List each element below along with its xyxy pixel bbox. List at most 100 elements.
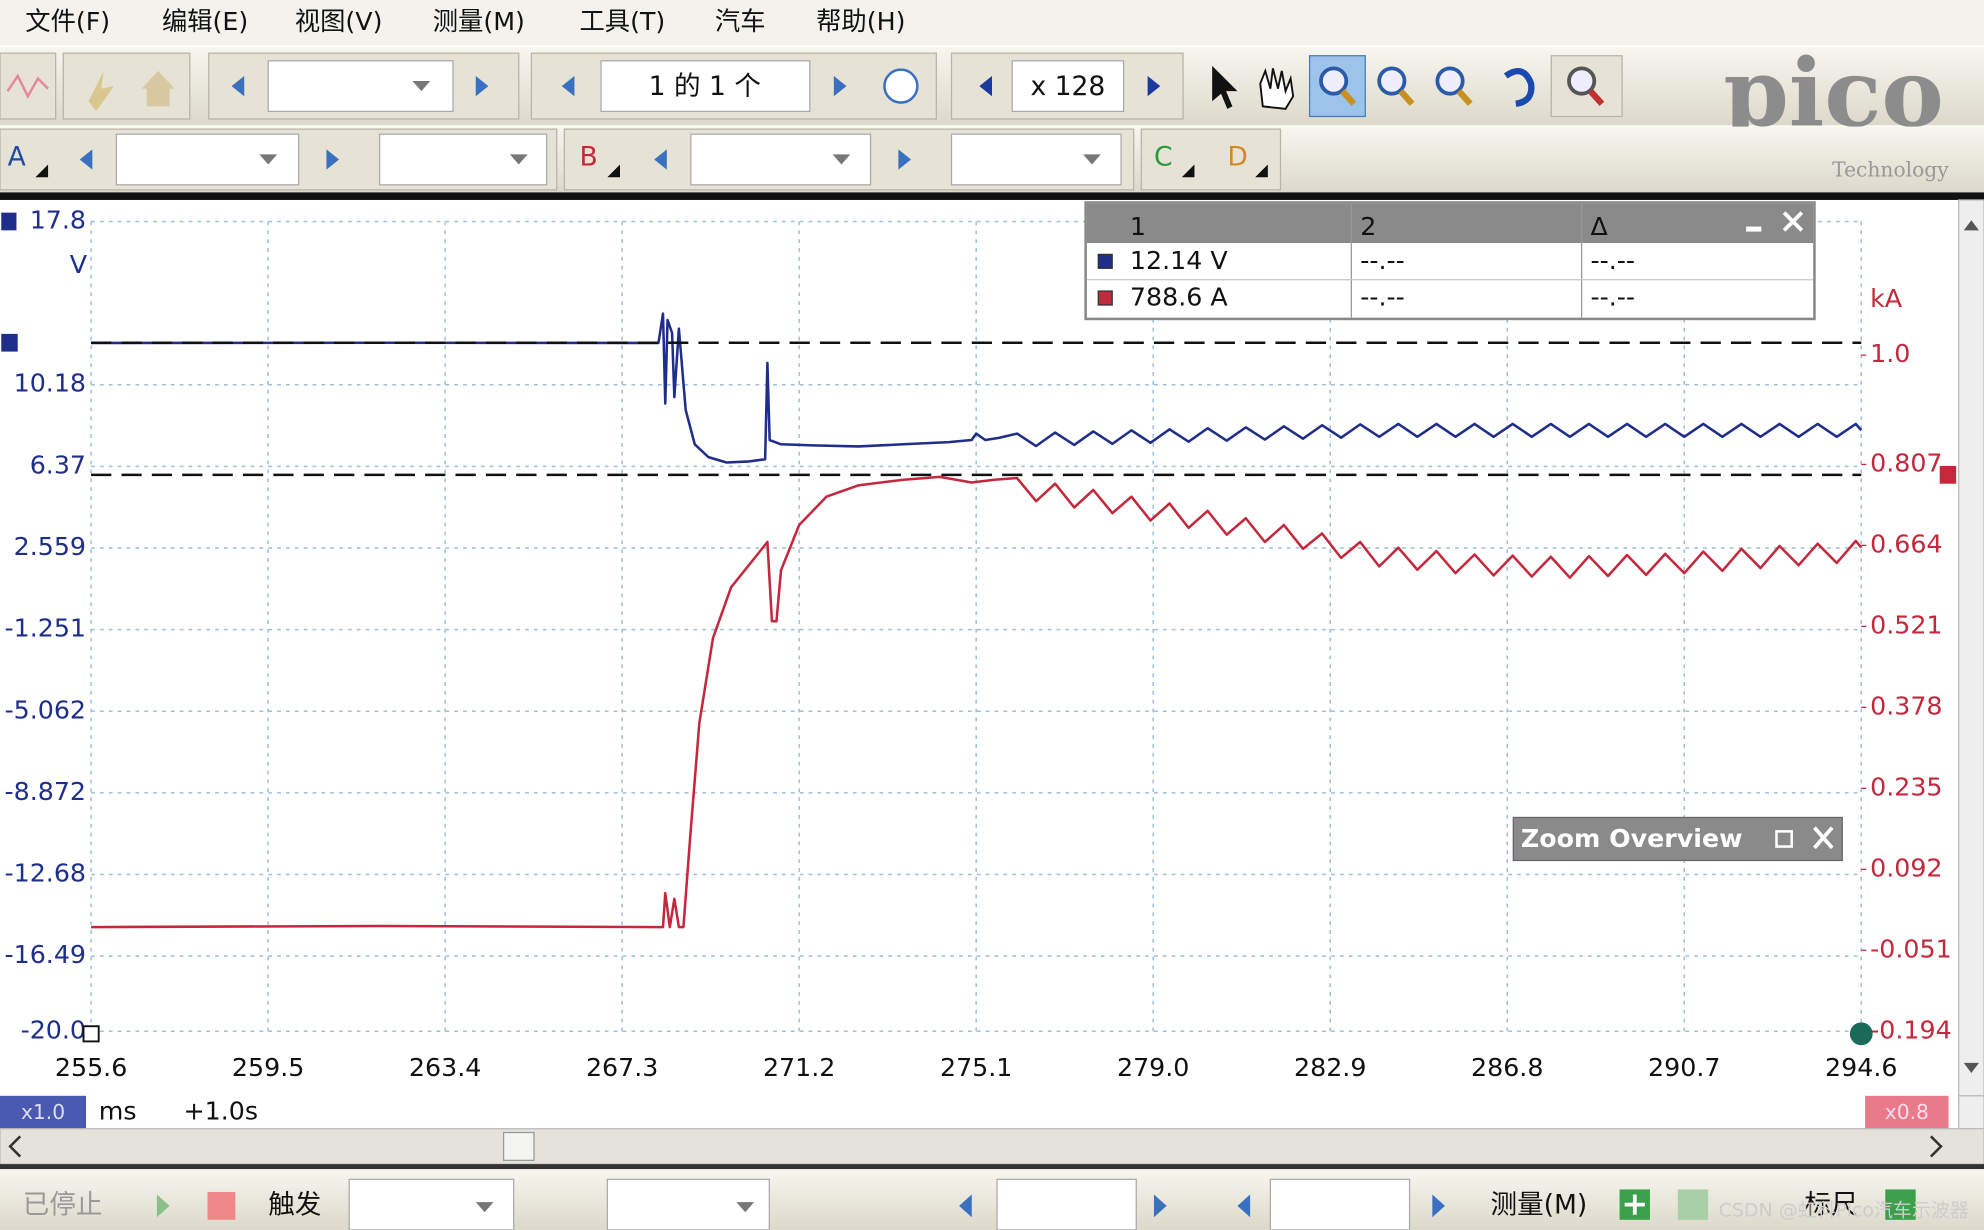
x-tick-label: 294.6 bbox=[1825, 1053, 1897, 1082]
next-page[interactable] bbox=[833, 75, 847, 97]
pointer-tool[interactable] bbox=[1212, 65, 1238, 109]
y2-tick-label: 0.807 bbox=[1870, 448, 1942, 477]
plus-icon bbox=[1624, 1194, 1645, 1215]
hand-tool[interactable] bbox=[1259, 67, 1295, 110]
ruler-cell: --.-- bbox=[1590, 283, 1635, 312]
menu-item[interactable]: 工具(T) bbox=[580, 7, 666, 36]
status-bar bbox=[0, 1169, 1984, 1230]
menu: 文件(F) 编辑(E) 视图(V) 测量(M) 工具(T) 汽车 帮助(H) bbox=[25, 7, 905, 36]
scroll-arrows[interactable] bbox=[8, 1135, 1943, 1158]
ruler-cell: 788.6 A bbox=[1130, 283, 1228, 312]
ruler-cell: --.-- bbox=[1590, 246, 1635, 275]
magnifier-handle bbox=[1588, 89, 1605, 106]
y2-tick-label: -0.051 bbox=[1870, 934, 1952, 963]
ruler-button[interactable] bbox=[1885, 1189, 1916, 1220]
compass-icon[interactable] bbox=[883, 68, 919, 104]
close-button[interactable] bbox=[1813, 826, 1834, 850]
x-tick-label: 279.0 bbox=[1117, 1053, 1189, 1082]
pretrigger-field[interactable] bbox=[1269, 1178, 1411, 1230]
menu-item[interactable]: 帮助(H) bbox=[816, 7, 905, 36]
magnifier-handle bbox=[1340, 89, 1357, 106]
stop-button[interactable] bbox=[207, 1191, 236, 1220]
stopped-label: 已停止 bbox=[23, 1189, 103, 1220]
next-button[interactable] bbox=[475, 75, 489, 97]
magnifier-icon bbox=[1319, 66, 1349, 96]
y-tick-label: 6.37 bbox=[30, 450, 86, 479]
separator bbox=[0, 192, 1984, 200]
combo-arrow bbox=[412, 81, 431, 92]
menu-item[interactable]: 汽车 bbox=[715, 7, 766, 36]
scroll-down[interactable] bbox=[1958, 1095, 1984, 1130]
prev-button[interactable] bbox=[231, 75, 245, 97]
scroll-thumb[interactable] bbox=[502, 1131, 535, 1161]
ruler-label: 标尺 bbox=[1804, 1189, 1857, 1220]
page-field[interactable] bbox=[600, 60, 811, 113]
ruler-handle bbox=[1, 333, 18, 352]
channel-a[interactable]: A bbox=[8, 142, 26, 173]
horizontal-scrollbar[interactable] bbox=[0, 1128, 1984, 1165]
zoom-overview-title: Zoom Overview bbox=[1521, 824, 1743, 853]
x-tick-label: 255.6 bbox=[55, 1053, 127, 1082]
channel-b[interactable]: B bbox=[580, 142, 598, 173]
x-tick-label: 290.7 bbox=[1648, 1053, 1720, 1082]
origin-marker bbox=[1849, 1022, 1873, 1046]
y2-scale-box[interactable] bbox=[1865, 1095, 1949, 1129]
axis-bar bbox=[0, 1095, 1959, 1129]
ruler-header bbox=[1086, 203, 1814, 243]
run-button[interactable] bbox=[156, 1194, 170, 1218]
trigger-label: 触发 bbox=[268, 1189, 321, 1220]
y2-scale: x0.8 bbox=[1885, 1100, 1929, 1124]
home-icon[interactable] bbox=[141, 70, 175, 107]
zoom-overview[interactable] bbox=[1512, 816, 1843, 862]
y-tick-label: -20.0 bbox=[21, 1015, 86, 1044]
close-button[interactable] bbox=[1782, 211, 1804, 232]
y-tick-label: 2.559 bbox=[14, 532, 86, 561]
zoom-out-tool[interactable] bbox=[1435, 66, 1465, 96]
y2-tick-label: 0.092 bbox=[1870, 853, 1942, 882]
channel-c[interactable]: C bbox=[1154, 142, 1173, 173]
restore-button[interactable] bbox=[1775, 830, 1793, 848]
zoom-next[interactable] bbox=[1147, 75, 1161, 97]
y-tick-label: -16.49 bbox=[4, 940, 86, 969]
logo-sub: Technology bbox=[1832, 157, 1949, 181]
y2-tick-label: 0.664 bbox=[1870, 529, 1942, 558]
zoom-in-tool[interactable] bbox=[1377, 66, 1407, 96]
y2-tick-label: 0.521 bbox=[1870, 610, 1942, 639]
y-tick-label: 17.8 bbox=[30, 205, 86, 234]
zoom-100-tool[interactable] bbox=[1567, 66, 1597, 96]
menu-item[interactable]: 视图(V) bbox=[295, 7, 383, 36]
zoom-prev[interactable] bbox=[979, 75, 992, 97]
undo-zoom[interactable] bbox=[1503, 67, 1535, 107]
y2-unit: kA bbox=[1870, 284, 1903, 313]
vertical-scrollbar[interactable] bbox=[1958, 199, 1984, 1097]
channel-d[interactable]: D bbox=[1227, 142, 1247, 173]
remove-measure[interactable] bbox=[1677, 1189, 1709, 1220]
separator bbox=[0, 1164, 1984, 1170]
ruler-cell: --.-- bbox=[1360, 283, 1405, 312]
x-tick-label: 267.3 bbox=[586, 1053, 658, 1082]
x-scale: x1.0 bbox=[21, 1100, 65, 1124]
magnifier-handle bbox=[1456, 89, 1473, 106]
ruler-header-text: 1 bbox=[1130, 212, 1146, 241]
watermark: CSDN @虹科Pico汽车示波器 bbox=[1719, 1199, 1969, 1221]
zoom-field[interactable] bbox=[1011, 60, 1125, 113]
delay-field[interactable] bbox=[996, 1178, 1137, 1230]
ruler-table: 1 2 Δ 12.14 V --.-- --.-- 788.6 A --.-- --.-- bbox=[1084, 201, 1816, 321]
menu-item[interactable]: 编辑(E) bbox=[162, 7, 248, 36]
ruler-header-text: Δ bbox=[1590, 212, 1608, 241]
x-scale-box[interactable] bbox=[0, 1095, 87, 1129]
channel-group bbox=[1140, 128, 1282, 191]
time-offset: +1.0s bbox=[183, 1096, 258, 1125]
combo-arrow bbox=[736, 1202, 755, 1213]
menu-item[interactable]: 测量(M) bbox=[433, 7, 525, 36]
x-tick-label: 263.4 bbox=[409, 1053, 481, 1082]
menu-item[interactable]: 文件(F) bbox=[25, 7, 110, 36]
y-tick-label: 10.18 bbox=[14, 369, 86, 398]
prev-page[interactable] bbox=[561, 75, 575, 97]
x-tick-label: 271.2 bbox=[763, 1053, 835, 1082]
magnifier-handle bbox=[1398, 89, 1415, 106]
probe-icon[interactable] bbox=[88, 70, 114, 112]
compass-needle bbox=[893, 75, 909, 97]
trace bbox=[91, 475, 1863, 929]
page-text: 1 的 1 个 bbox=[649, 71, 761, 102]
